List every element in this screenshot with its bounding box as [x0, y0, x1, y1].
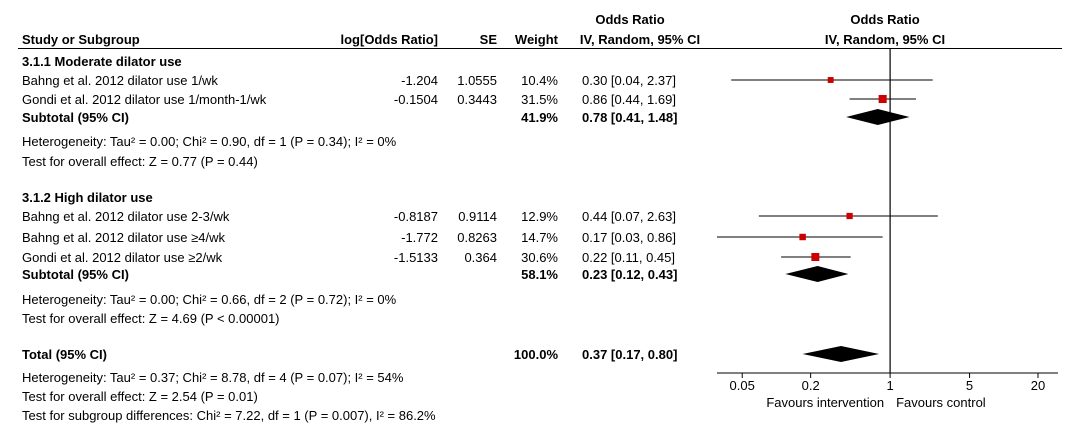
study-se: 0.3443: [457, 92, 497, 107]
study-point: [827, 77, 834, 83]
header-rule: [18, 48, 1062, 49]
pooled-diamond: [846, 109, 910, 125]
study-weight: 31.5%: [521, 92, 558, 107]
study-point: [878, 94, 887, 104]
subtotal-weight: 58.1%: [521, 267, 558, 282]
study-se: 1.0555: [457, 73, 497, 88]
study-name: Gondi et al. 2012 dilator use 1/month-1/…: [22, 92, 267, 107]
study-log-or: -1.204: [401, 73, 438, 88]
weight-column-header: Weight: [514, 32, 558, 47]
total-heterogeneity-text: Heterogeneity: Tau² = 0.37; Chi² = 8.78,…: [22, 370, 404, 385]
total-label: Total (95% CI): [22, 347, 107, 362]
plot-method-header: IV, Random, 95% CI: [824, 32, 946, 47]
favours-left-label: Favours intervention: [766, 395, 884, 410]
study-or-ci: 0.17 [0.03, 0.86]: [582, 230, 676, 245]
x-tick-label: 20: [1031, 378, 1045, 393]
overall-effect-text: Test for overall effect: Z = 0.77 (P = 0…: [22, 154, 258, 169]
study-se: 0.8263: [457, 230, 497, 245]
study-point: [811, 253, 820, 261]
heterogeneity-text: Heterogeneity: Tau² = 0.00; Chi² = 0.66,…: [22, 292, 397, 307]
se-column-header: SE: [479, 32, 497, 47]
study-column-header: Study or Subgroup: [22, 32, 140, 47]
pooled-diamond: [802, 346, 880, 362]
study-name: Gondi et al. 2012 dilator use ≥2/wk: [22, 250, 223, 265]
x-tick-label: 0.2: [802, 378, 820, 393]
study-weight: 14.7%: [521, 230, 558, 245]
subgroup-differences-text: Test for subgroup differences: Chi² = 7.…: [22, 408, 436, 423]
subgroup-title: 3.1.1 Moderate dilator use: [22, 54, 182, 69]
or-method-header: IV, Random, 95% CI: [579, 32, 701, 47]
subtotal-or-ci: 0.78 [0.41, 1.48]: [582, 110, 678, 125]
pooled-diamond: [785, 266, 849, 282]
subtotal-weight: 41.9%: [521, 110, 558, 125]
study-name: Bahng et al. 2012 dilator use 1/wk: [22, 73, 218, 88]
subgroup-title: 3.1.2 High dilator use: [22, 190, 153, 205]
heterogeneity-text: Heterogeneity: Tau² = 0.00; Chi² = 0.90,…: [22, 134, 397, 149]
study-log-or: -1.772: [401, 230, 438, 245]
study-or-ci: 0.86 [0.44, 1.69]: [582, 92, 676, 107]
study-name: Bahng et al. 2012 dilator use ≥4/wk: [22, 230, 225, 245]
study-log-or: -1.5133: [393, 250, 438, 265]
study-or-ci: 0.30 [0.04, 2.37]: [582, 73, 676, 88]
x-tick-label: 1: [886, 378, 893, 393]
study-log-or: -0.8187: [393, 209, 438, 224]
study-weight: 30.6%: [521, 250, 558, 265]
study-se: 0.9114: [458, 209, 497, 224]
log-or-column-header: log[Odds Ratio]: [340, 32, 439, 47]
subtotal-label: Subtotal (95% CI): [22, 267, 129, 282]
total-overall-effect-text: Test for overall effect: Z = 2.54 (P = 0…: [22, 389, 258, 404]
or-group-header: Odds Ratio: [595, 12, 665, 27]
subtotal-label: Subtotal (95% CI): [22, 110, 129, 125]
subtotal-or-ci: 0.23 [0.12, 0.43]: [582, 267, 678, 282]
study-weight: 10.4%: [521, 73, 558, 88]
study-point: [799, 233, 806, 241]
study-point: [846, 212, 853, 220]
plot-group-header: Odds Ratio: [850, 12, 920, 27]
study-or-ci: 0.22 [0.11, 0.45]: [582, 250, 675, 265]
study-se: 0.364: [464, 250, 497, 265]
total-or-ci: 0.37 [0.17, 0.80]: [582, 347, 678, 362]
study-weight: 12.9%: [521, 209, 558, 224]
study-name: Bahng et al. 2012 dilator use 2-3/wk: [22, 209, 230, 224]
overall-effect-text: Test for overall effect: Z = 4.69 (P < 0…: [22, 311, 280, 326]
x-tick-label: 0.05: [730, 378, 755, 393]
x-tick-label: 5: [966, 378, 973, 393]
study-log-or: -0.1504: [393, 92, 438, 107]
study-or-ci: 0.44 [0.07, 2.63]: [582, 209, 676, 224]
favours-right-label: Favours control: [896, 395, 986, 410]
total-weight: 100.0%: [513, 347, 558, 362]
